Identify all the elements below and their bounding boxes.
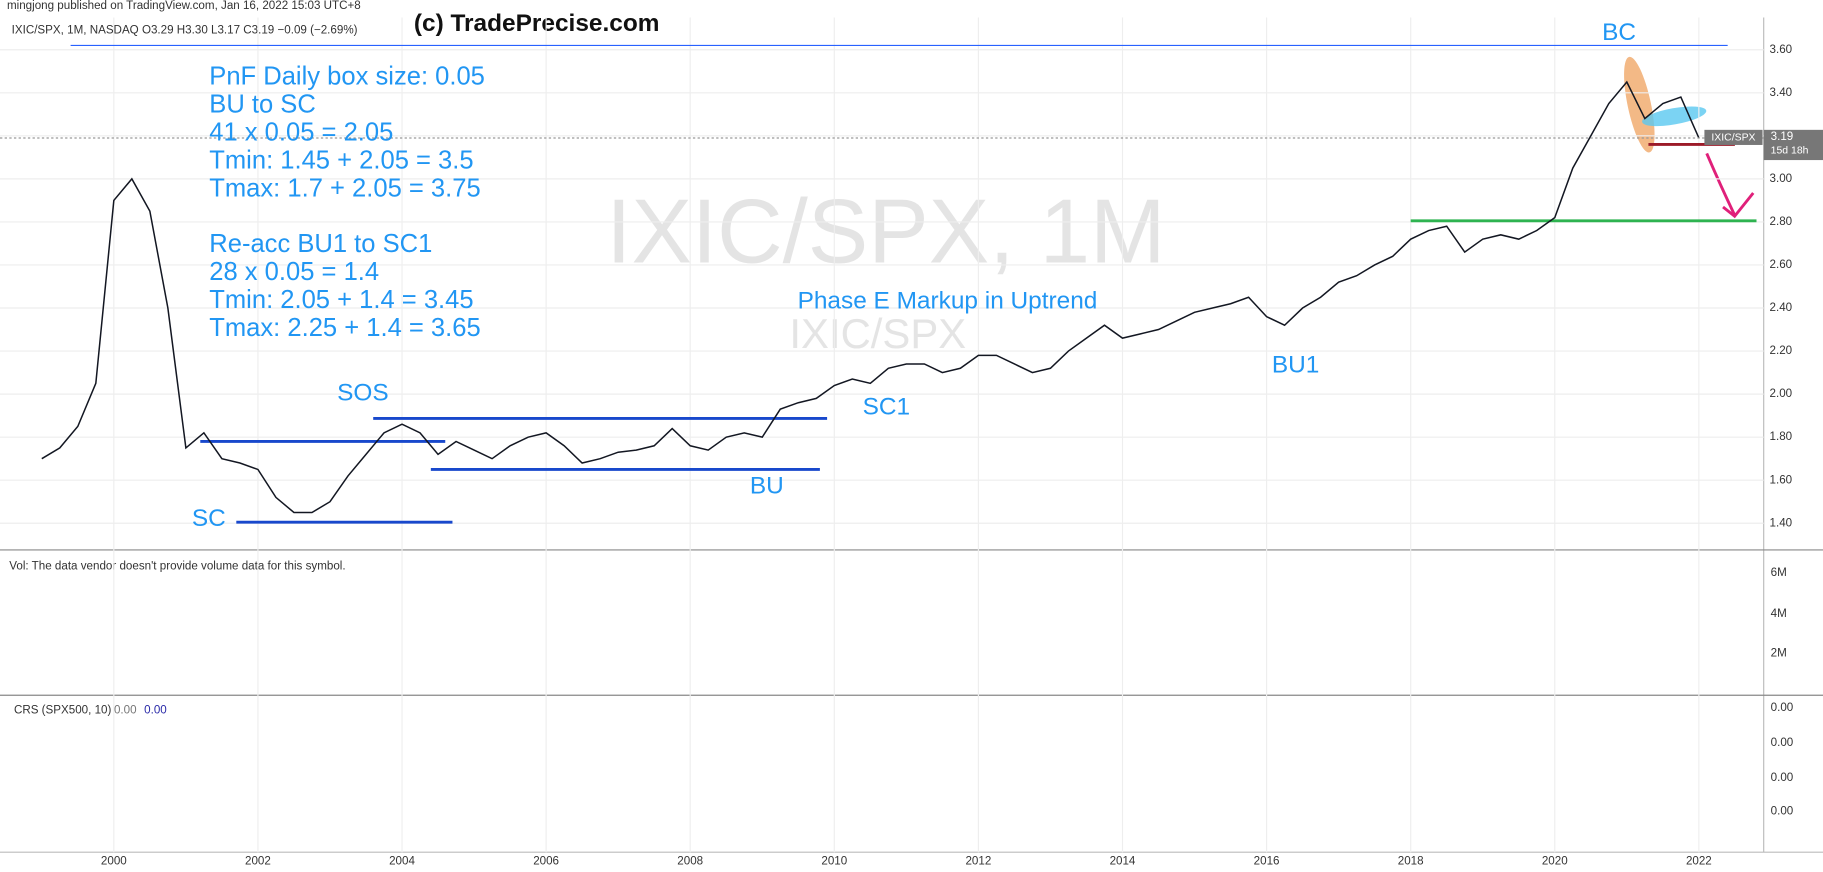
x-tick-label: 2008 (677, 855, 703, 868)
y-tick-label: 1.40 (1770, 516, 1793, 529)
annotation: BC (1602, 19, 1636, 46)
crs-value: 0.00 (144, 703, 167, 716)
note: Tmax: 2.25 + 1.4 = 3.65 (209, 314, 480, 342)
volume-note: Vol: The data vendor doesn't provide vol… (9, 559, 345, 572)
price-tag-name: IXIC/SPX (1711, 133, 1755, 144)
highlight-cyan (1642, 106, 1707, 127)
x-tick-label: 2016 (1254, 855, 1280, 868)
annotation: Phase E Markup in Uptrend (798, 288, 1098, 315)
y-tick-label: 1.60 (1770, 473, 1793, 486)
annotation: SC1 (863, 394, 910, 421)
y-tick-label: 1.80 (1770, 430, 1793, 443)
copyright: (c) TradePrecise.com (414, 10, 660, 37)
x-tick-label: 2006 (533, 855, 559, 868)
crs-value: 0.00 (114, 703, 137, 716)
annotation: SOS (337, 380, 389, 407)
y-tick-label: 3.40 (1770, 86, 1793, 99)
note: 41 x 0.05 = 2.05 (209, 118, 393, 146)
last-price-label: 3.19 (1771, 130, 1794, 143)
countdown: 15d 18h (1771, 146, 1809, 157)
note: Tmin: 2.05 + 1.4 = 3.45 (209, 286, 473, 314)
annotation: SC (192, 505, 226, 532)
y-tick-label: 3.00 (1770, 172, 1793, 185)
note: 28 x 0.05 = 1.4 (209, 258, 379, 286)
x-tick-label: 2002 (245, 855, 271, 868)
x-tick-label: 2022 (1686, 855, 1712, 868)
y-tick-label: 2.80 (1770, 215, 1793, 228)
y-tick-label: 2.00 (1770, 387, 1793, 400)
x-tick-label: 2020 (1542, 855, 1568, 868)
note: Tmin: 1.45 + 2.05 = 3.5 (209, 146, 473, 174)
x-tick-label: 2014 (1110, 855, 1136, 868)
symbol-line: IXIC/SPX, 1M, NASDAQ O3.29 H3.30 L3.17 C… (12, 23, 358, 36)
x-tick-label: 2012 (965, 855, 991, 868)
volume-tick-label: 6M (1771, 566, 1787, 579)
crs-title: CRS (SPX500, 10) (14, 703, 112, 716)
note: PnF Daily box size: 0.05 (209, 63, 485, 91)
y-tick-label: 2.60 (1770, 258, 1793, 271)
watermark-small: IXIC/SPX (789, 310, 966, 357)
annotation: BU (750, 473, 784, 500)
highlight-orange (1624, 56, 1655, 153)
annotation: BU1 (1272, 352, 1319, 379)
volume-tick-label: 4M (1771, 607, 1787, 620)
note: Tmax: 1.7 + 2.05 = 3.75 (209, 174, 480, 202)
x-tick-label: 2000 (101, 855, 127, 868)
publisher: mingjong published on TradingView.com, J… (7, 0, 361, 12)
y-tick-label: 3.60 (1770, 43, 1793, 56)
y-tick-label: 2.20 (1770, 344, 1793, 357)
price-line (41, 80, 1700, 514)
x-tick-label: 2010 (821, 855, 847, 868)
last-price-box (1763, 129, 1823, 161)
crs-tick-label: 0.00 (1771, 736, 1794, 749)
x-tick-label: 2004 (389, 855, 415, 868)
crs-tick-label: 0.00 (1771, 805, 1794, 818)
price-tag (1704, 129, 1763, 145)
down-arrow (1705, 152, 1755, 219)
crs-tick-label: 0.00 (1771, 701, 1794, 714)
volume-tick-label: 2M (1771, 646, 1787, 659)
y-tick-label: 2.40 (1770, 301, 1793, 314)
x-tick-label: 2018 (1398, 855, 1424, 868)
note: Re-acc BU1 to SC1 (209, 230, 432, 258)
note: BU to SC (209, 91, 316, 119)
crs-tick-label: 0.00 (1771, 771, 1794, 784)
